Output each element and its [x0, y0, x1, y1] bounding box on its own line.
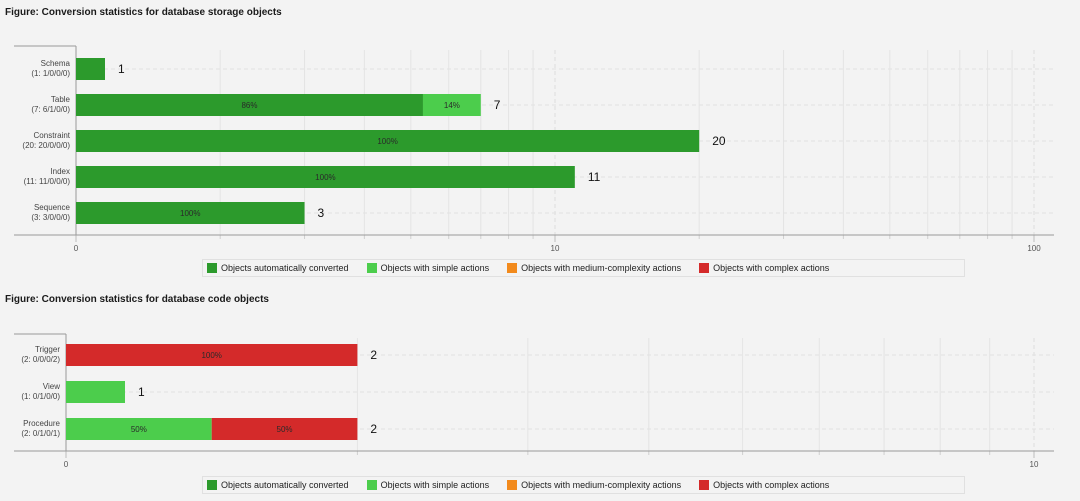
- x-tick-label: 10: [551, 244, 560, 253]
- legend-label: Objects with complex actions: [713, 480, 830, 490]
- bar-segment: [422, 94, 481, 116]
- legend-label: Objects with simple actions: [380, 480, 490, 490]
- category-label: Table: [51, 95, 71, 104]
- category-label: View: [43, 382, 60, 391]
- category-sublabel: (2: 0/0/0/2): [21, 355, 60, 364]
- legend-label: Objects with medium-complexity actions: [521, 263, 682, 273]
- legend-item-medium: Objects with medium-complexity actions: [503, 480, 681, 490]
- bar-segment: [211, 418, 358, 440]
- legend-label: Objects with complex actions: [713, 263, 830, 273]
- category-label: Trigger: [35, 345, 60, 354]
- category-sublabel: (3: 3/0/0/0): [31, 213, 70, 222]
- x-tick-label: 0: [74, 244, 79, 253]
- bar-total-label: 2: [370, 348, 377, 362]
- bar-percent-label: 100%: [315, 173, 335, 182]
- minor-gridlines: [356, 338, 991, 455]
- category-label: Procedure: [23, 419, 60, 428]
- bar-total-label: 7: [494, 98, 501, 112]
- bar-total-label: 11: [588, 170, 601, 184]
- bar-total-label: 3: [318, 206, 325, 220]
- category-sublabel: (20: 20/0/0/0): [22, 141, 70, 150]
- chart-1-legend: Objects automatically converted Objects w…: [202, 259, 965, 277]
- bar-percent-label: 100%: [201, 351, 221, 360]
- bar-percent-label: 50%: [277, 425, 293, 434]
- x-tick-label: 0: [64, 460, 69, 469]
- category-label: Constraint: [34, 131, 71, 140]
- legend-swatch: [366, 480, 377, 490]
- x-tick-label: 10: [1030, 460, 1039, 469]
- bar-segment: [76, 130, 700, 152]
- storage-objects-chart: 0 10 100 Schema(1: 1/0/0/0) 1 Table(7: 6/1/0/…: [14, 45, 1054, 253]
- category-sublabel: (1: 1/0/0/0): [31, 69, 70, 78]
- x-tick-label: 100: [1027, 244, 1041, 253]
- bar-percent-label: 50%: [131, 425, 147, 434]
- legend-label: Objects automatically converted: [221, 263, 349, 273]
- bar-percent-label: 86%: [241, 101, 257, 110]
- category-label: Index: [50, 167, 70, 176]
- bar-segment: [76, 94, 423, 116]
- bar-percent-label: 100%: [377, 137, 397, 146]
- legend-item-medium: Objects with medium-complexity actions: [503, 263, 681, 273]
- bar-segment: [66, 418, 212, 440]
- bar-percent-label: 14%: [444, 101, 460, 110]
- legend-swatch: [207, 263, 217, 273]
- bar-percent-label: 100%: [180, 209, 200, 218]
- category-sublabel: (7: 6/1/0/0): [31, 105, 70, 114]
- category-label: Sequence: [34, 203, 71, 212]
- legend-item-complex: Objects with complex actions: [695, 263, 829, 273]
- bar-segment: [76, 202, 305, 224]
- bar-segment: [66, 344, 358, 366]
- figure-2-title: Figure: Conversion statistics for databa…: [5, 294, 269, 305]
- bar-total-label: 1: [138, 385, 145, 399]
- legend-swatch: [207, 480, 217, 490]
- bar-segment: [76, 166, 575, 188]
- category-sublabel: (11: 11/0/0/0): [24, 177, 71, 186]
- legend-swatch: [699, 263, 710, 273]
- bar-total-label: 1: [118, 62, 125, 76]
- legend-label: Objects with medium-complexity actions: [521, 480, 682, 490]
- legend-item-simple: Objects with simple actions: [363, 263, 490, 273]
- category-sublabel: (1: 0/1/0/0): [21, 392, 60, 401]
- legend-label: Objects with simple actions: [380, 263, 490, 273]
- bar-segment: [76, 58, 105, 80]
- legend-swatch: [507, 480, 518, 490]
- bar-segment: [66, 381, 125, 403]
- legend-item-auto: Objects automatically converted: [203, 480, 349, 490]
- legend-label: Objects automatically converted: [221, 480, 349, 490]
- chart-2-legend: Objects automatically converted Objects w…: [202, 476, 965, 494]
- bar-total-label: 20: [712, 134, 726, 148]
- legend-swatch: [507, 263, 518, 273]
- category-sublabel: (2: 0/1/0/1): [21, 429, 60, 438]
- legend-item-simple: Objects with simple actions: [363, 480, 490, 490]
- bar-total-label: 2: [370, 422, 377, 436]
- legend-swatch: [366, 263, 377, 273]
- legend-item-auto: Objects automatically converted: [203, 263, 349, 273]
- legend-item-complex: Objects with complex actions: [695, 480, 829, 490]
- figure-1-title: Figure: Conversion statistics for databa…: [5, 7, 282, 18]
- legend-swatch: [699, 480, 710, 490]
- category-label: Schema: [41, 59, 71, 68]
